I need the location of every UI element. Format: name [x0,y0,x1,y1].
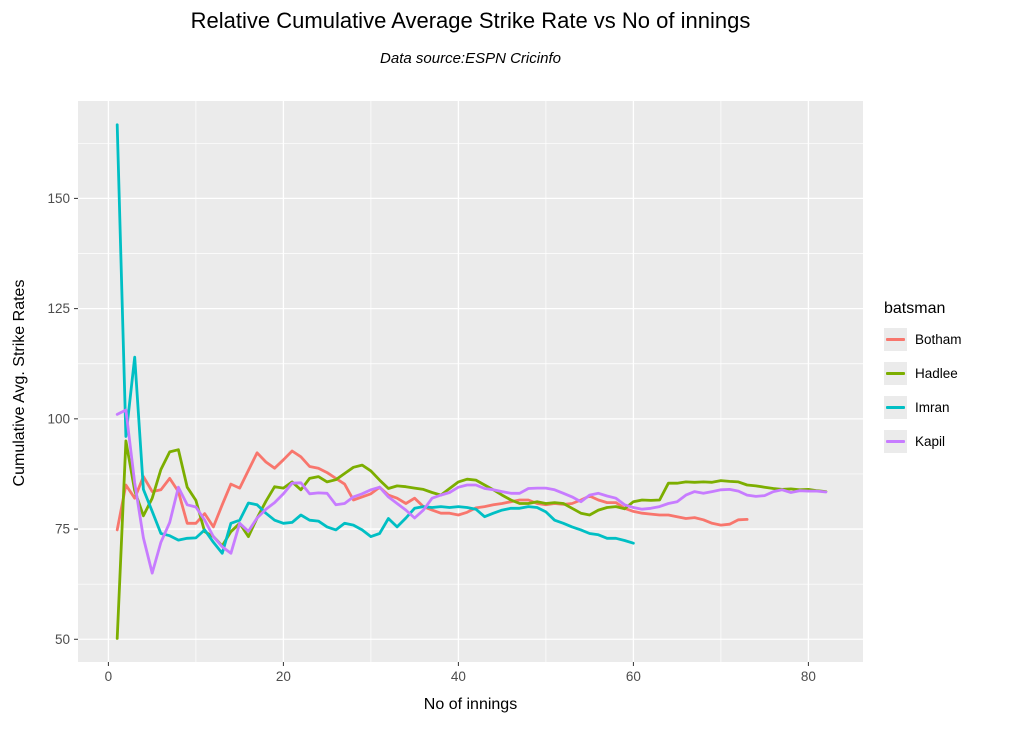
x-tick-label: 0 [105,669,113,684]
legend-label: Hadlee [915,366,958,381]
series-line-kapil [115,408,828,575]
series-line-botham [115,449,749,532]
y-tick-label: 50 [55,632,70,647]
chart-title: Relative Cumulative Average Strike Rate … [190,8,751,33]
legend-key-line [886,440,905,443]
legend-entry-botham: Botham [884,328,962,351]
legend-label: Imran [915,400,950,415]
x-tick-label: 60 [626,669,641,684]
legend-title: batsman [884,300,946,317]
legend-key-line [886,406,905,409]
legend-label: Botham [915,332,962,347]
series-line-imran [115,123,635,555]
legend-entry-kapil: Kapil [884,430,962,453]
x-axis-label: No of innings [423,696,518,713]
legend-entry-hadlee: Hadlee [884,362,962,385]
chart-subtitle: Data source:ESPN Cricinfo [380,50,561,67]
x-tick-label: 80 [801,669,816,684]
y-tick-label: 150 [47,191,70,206]
y-tick-label: 125 [47,301,70,316]
legend-entry-imran: Imran [884,396,962,419]
y-tick-label: 75 [55,522,70,537]
x-tick-label: 40 [451,669,466,684]
legend-key-line [886,338,905,341]
legend-key-swatch [884,328,907,351]
panel-background [78,101,863,662]
legend-key-swatch [884,362,907,385]
legend-label: Kapil [915,434,946,449]
y-tick-label: 100 [47,411,70,426]
legend-entries: Botham Hadlee Imran Kapil [884,328,962,453]
y-axis-label: Cumulative Avg. Strike Rates [11,279,28,487]
series-line-hadlee [115,439,828,640]
legend-key-swatch [884,430,907,453]
x-tick-label: 20 [276,669,291,684]
legend-key-swatch [884,396,907,419]
legend: batsman Botham Hadlee Imran Kapil [884,300,962,464]
legend-key-line [886,372,905,375]
